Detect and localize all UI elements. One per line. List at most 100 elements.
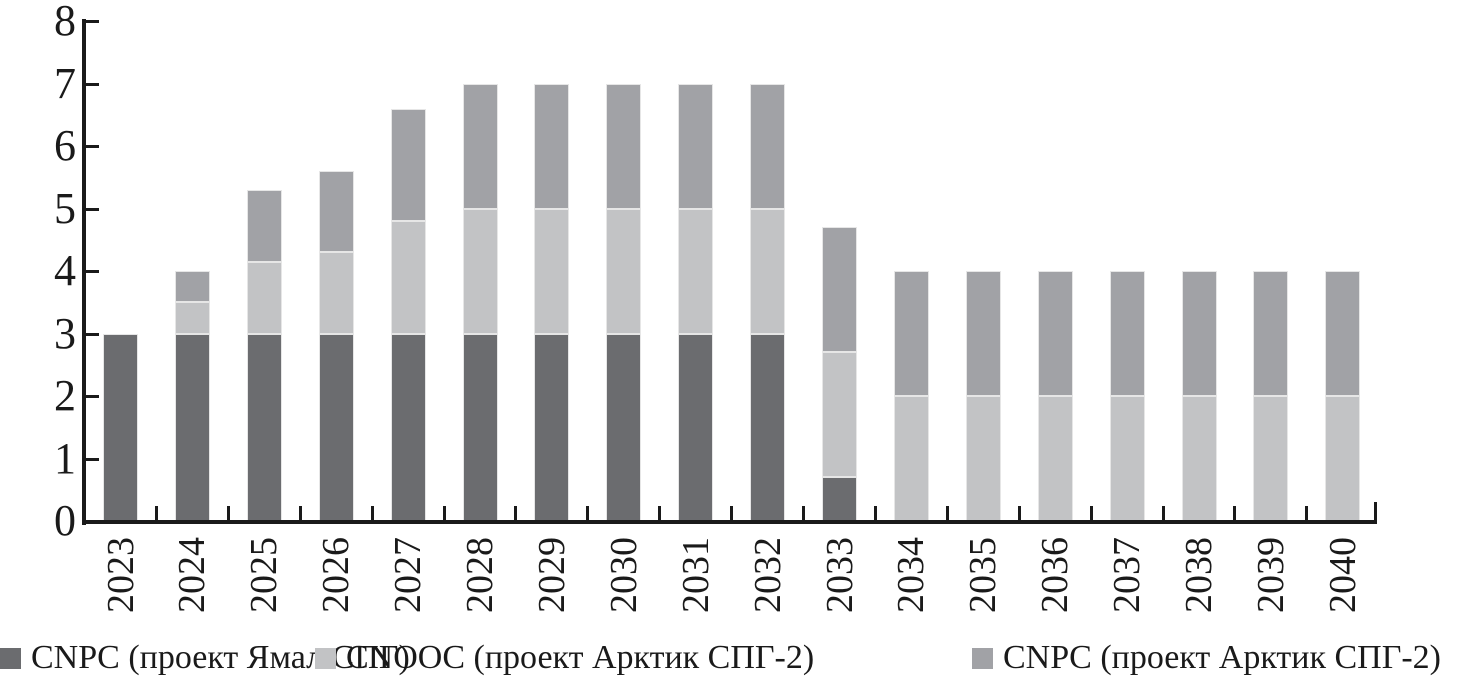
x-axis-label-2025: 2025 — [243, 537, 286, 613]
x-axis-tick — [873, 506, 877, 520]
bar-segment-2025 — [246, 261, 282, 334]
bar-segment-2035 — [965, 271, 1001, 396]
x-axis-label-2034: 2034 — [890, 537, 933, 613]
bar-segment-2028 — [462, 208, 498, 334]
y-axis-tick — [86, 457, 99, 461]
x-axis-tick — [226, 506, 230, 520]
x-axis-label-2036: 2036 — [1034, 537, 1077, 613]
bar-2039 — [1253, 0, 1289, 521]
x-axis-tick — [1161, 506, 1165, 520]
y-axis-label: 6 — [54, 121, 76, 170]
y-axis-label: 3 — [54, 308, 76, 358]
legend-entry-cnpc-arctic2: CNPC (проект Арктик СПГ-2) — [972, 640, 1441, 676]
x-axis-tick — [514, 506, 518, 520]
x-axis-tick — [658, 506, 662, 520]
bar-2025 — [246, 0, 282, 521]
bar-segment-2034 — [893, 271, 929, 396]
bar-segment-2035 — [965, 396, 1001, 521]
bar-segment-2025 — [246, 189, 282, 262]
bar-segment-2037 — [1109, 271, 1145, 396]
bar-segment-2026 — [318, 252, 354, 334]
bar-segment-2033 — [822, 477, 857, 521]
bar-segment-2030 — [606, 333, 642, 521]
x-axis-tick — [1089, 506, 1093, 520]
bar-segment-2031 — [678, 333, 714, 521]
bar-2038 — [1181, 0, 1217, 521]
x-axis-label-2029: 2029 — [530, 537, 573, 613]
x-axis-tick — [1305, 506, 1309, 520]
bar-2036 — [1037, 0, 1073, 521]
bar-2034 — [893, 0, 929, 521]
bar-segment-2039 — [1253, 271, 1289, 396]
bar-segment-2030 — [606, 83, 642, 209]
y-axis-label: 5 — [54, 183, 76, 233]
y-axis-label: 7 — [54, 58, 76, 108]
bar-2028 — [462, 0, 498, 521]
legend-swatch-cnooc-arctic2 — [315, 647, 336, 669]
bar-segment-2026 — [318, 333, 354, 521]
bar-segment-2036 — [1037, 271, 1073, 396]
legend-entry-cnpc-yamal: CNPC (проект Ямал СПГ) — [0, 640, 410, 676]
x-axis-tick — [1017, 506, 1021, 520]
legend-label-cnooc-arctic2: CNOOC (проект Арктик СПГ-2) — [346, 639, 815, 676]
y-axis-tick — [86, 270, 99, 273]
legend-entry-cnooc-arctic2: CNOOC (проект Арктик СПГ-2) — [315, 640, 814, 676]
y-axis-tick — [86, 395, 99, 398]
y-axis-label: 2 — [54, 371, 76, 420]
x-axis-label-2023: 2023 — [99, 537, 142, 613]
x-axis-label-2035: 2035 — [962, 537, 1005, 613]
y-axis-tick — [86, 207, 99, 211]
y-axis-line — [82, 19, 86, 525]
bar-segment-2030 — [606, 208, 642, 334]
bar-segment-2027 — [390, 108, 426, 221]
bar-2030 — [606, 0, 642, 521]
bar-segment-2024 — [174, 271, 210, 303]
bar-segment-2026 — [318, 171, 354, 253]
x-axis-label-2037: 2037 — [1106, 537, 1149, 613]
x-axis-tick — [154, 506, 158, 520]
bar-segment-2028 — [462, 83, 498, 209]
bar-segment-2024 — [174, 333, 210, 521]
bar-segment-2039 — [1253, 396, 1289, 521]
bar-2023 — [103, 0, 138, 521]
bar-segment-2023 — [103, 333, 138, 521]
bar-2037 — [1109, 0, 1145, 521]
x-axis-tick — [945, 506, 949, 520]
x-axis-tick — [586, 506, 590, 520]
bar-segment-2034 — [893, 396, 929, 521]
bar-segment-2036 — [1037, 396, 1073, 521]
x-axis-label-2026: 2026 — [315, 537, 358, 613]
bar-segment-2032 — [750, 333, 786, 521]
bar-2032 — [750, 0, 786, 521]
bar-segment-2033 — [822, 352, 857, 478]
y-axis-label: 0 — [54, 496, 76, 545]
bar-2027 — [390, 0, 426, 521]
bar-segment-2029 — [534, 333, 570, 521]
bar-segment-2031 — [678, 208, 714, 334]
bar-segment-2028 — [462, 333, 498, 521]
x-axis-end-tick — [1374, 502, 1377, 520]
bar-segment-2037 — [1109, 396, 1145, 521]
y-axis-tick — [86, 332, 99, 336]
bar-segment-2038 — [1181, 396, 1217, 521]
bar-segment-2031 — [678, 83, 714, 209]
x-axis-tick — [730, 506, 734, 520]
x-axis-label-2024: 2024 — [171, 537, 214, 613]
bar-2026 — [318, 0, 354, 521]
x-axis-tick — [1233, 506, 1237, 520]
bar-segment-2040 — [1325, 396, 1361, 521]
bar-segment-2032 — [750, 208, 786, 334]
bar-segment-2032 — [750, 83, 786, 209]
bar-2035 — [965, 0, 1001, 521]
legend-swatch-cnpc-yamal — [0, 647, 21, 669]
bar-segment-2027 — [390, 221, 426, 334]
x-axis-tick — [802, 506, 806, 520]
x-axis-tick — [370, 506, 374, 520]
bar-segment-2025 — [246, 333, 282, 521]
bar-segment-2027 — [390, 333, 426, 521]
legend-label-cnpc-yamal: CNPC (проект Ямал СПГ) — [31, 639, 410, 676]
x-axis-tick — [298, 506, 302, 520]
x-axis-tick — [442, 506, 446, 520]
x-axis-label-2031: 2031 — [674, 537, 717, 613]
